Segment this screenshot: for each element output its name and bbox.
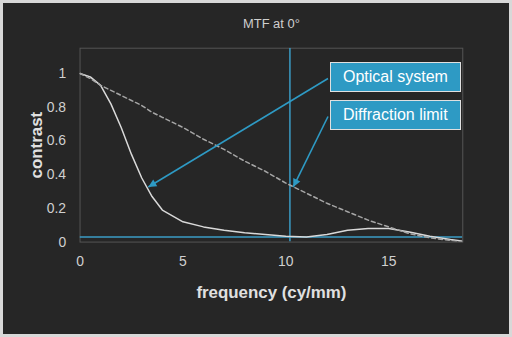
- svg-text:contrast: contrast: [27, 111, 46, 178]
- svg-text:0.8: 0.8: [47, 99, 67, 115]
- svg-text:0: 0: [76, 253, 84, 269]
- svg-text:10: 10: [278, 253, 294, 269]
- svg-text:5: 5: [179, 253, 187, 269]
- svg-text:MTF at 0°: MTF at 0°: [243, 16, 300, 31]
- svg-text:0: 0: [58, 234, 66, 250]
- svg-text:0.6: 0.6: [47, 132, 67, 148]
- html-text:Optical system: Optical system: [343, 68, 448, 85]
- svg-text:frequency (cy/mm): frequency (cy/mm): [196, 283, 346, 302]
- svg-text:1: 1: [58, 65, 66, 81]
- svg-text:0.2: 0.2: [47, 200, 67, 216]
- html-text:Diffraction limit: Diffraction limit: [343, 106, 448, 123]
- svg-text:15: 15: [381, 253, 397, 269]
- svg-text:0.4: 0.4: [47, 166, 67, 182]
